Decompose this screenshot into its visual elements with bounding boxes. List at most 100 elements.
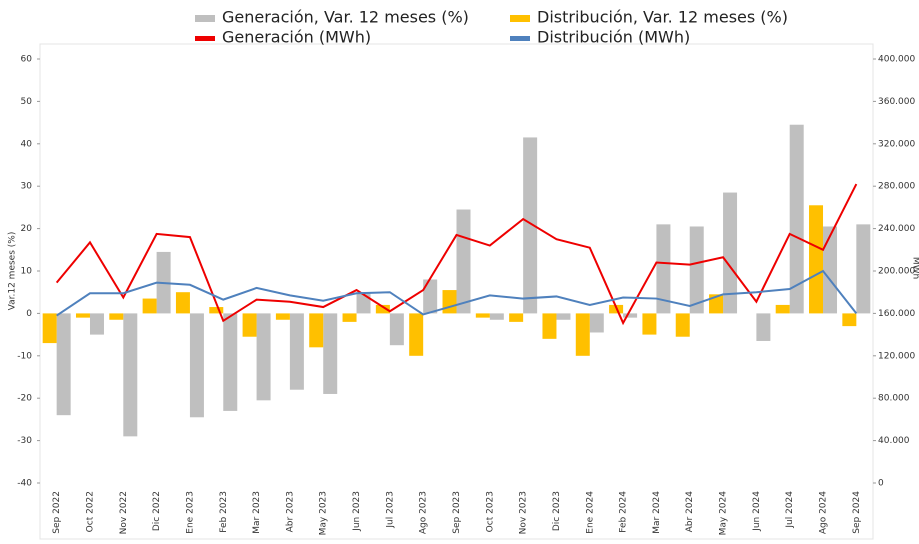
x-tick-label: Abr 2023 [285, 491, 295, 532]
bar [589, 313, 604, 333]
legend-swatch [195, 15, 215, 22]
y2-tick-label: 240.000 [878, 224, 915, 234]
x-tick-label: Sep 2024 [852, 491, 862, 534]
y-tick-label: -30 [17, 436, 32, 446]
legend-label: Distribución (MWh) [537, 28, 690, 47]
bar [456, 209, 471, 314]
bar [842, 313, 857, 327]
bar [509, 313, 524, 322]
x-tick-label: Ene 2024 [585, 491, 595, 534]
y-tick-label: 30 [21, 182, 33, 192]
y-tick-label: -10 [17, 351, 32, 361]
bar [442, 290, 457, 314]
x-tick-label: May 2024 [719, 491, 729, 536]
bar [523, 137, 538, 314]
x-tick-label: Sep 2022 [52, 491, 62, 534]
x-tick-label: Oct 2023 [485, 491, 495, 532]
bar [809, 205, 824, 314]
bar [342, 313, 357, 322]
legend-swatch [195, 36, 215, 41]
bar [423, 279, 438, 314]
y2-axis-label: MWh [911, 257, 919, 279]
y2-tick-label: 360.000 [878, 97, 915, 107]
bar [709, 294, 724, 314]
bar [856, 224, 871, 314]
line [56, 269, 858, 317]
y-tick-label: 0 [26, 309, 32, 319]
y-tick-label: 20 [21, 224, 33, 234]
bar [189, 313, 204, 418]
bar [689, 226, 704, 314]
bar [75, 313, 90, 318]
bar [823, 226, 838, 314]
bar [323, 313, 338, 394]
bar [289, 313, 304, 390]
legend-swatch [510, 15, 530, 22]
bar [89, 313, 104, 335]
bar [623, 313, 638, 318]
y-tick-label: 50 [21, 97, 33, 107]
y2-tick-label: 40.000 [878, 436, 910, 446]
y2-tick-label: 400.000 [878, 55, 915, 65]
x-tick-label: Feb 2024 [619, 491, 629, 533]
bar [542, 313, 557, 339]
y2-tick-label: 0 [878, 479, 884, 489]
bar [209, 307, 224, 314]
bar [409, 313, 424, 356]
bar [789, 124, 804, 314]
y-axis-label: Var.12 meses (%) [8, 232, 18, 311]
bar [142, 298, 157, 314]
bar [56, 313, 71, 416]
y-tick-label: 60 [21, 55, 33, 65]
y2-tick-label: 80.000 [878, 394, 910, 404]
y2-tick-label: 120.000 [878, 351, 915, 361]
x-tick-label: Sep 2023 [452, 491, 462, 534]
y2-tick-label: 160.000 [878, 309, 915, 319]
x-tick-label: Ago 2024 [819, 491, 829, 534]
bar [109, 313, 124, 320]
bar [389, 313, 404, 346]
x-tick-label: Mar 2023 [252, 491, 262, 534]
x-tick-label: Ene 2023 [185, 491, 195, 534]
y2-tick-label: 200.000 [878, 267, 915, 277]
y-tick-label: 40 [21, 139, 33, 149]
y2-tick-label: 320.000 [878, 139, 915, 149]
y-tick-label: -20 [17, 394, 32, 404]
x-tick-label: Nov 2022 [119, 491, 129, 534]
x-tick-label: Mar 2024 [652, 491, 662, 534]
bar [489, 313, 504, 320]
x-tick-label: Jun 2023 [352, 491, 362, 532]
bar [575, 313, 590, 356]
y-tick-label: 10 [21, 267, 33, 277]
bar [256, 313, 271, 401]
bar [309, 313, 324, 348]
legend-label: Distribución, Var. 12 meses (%) [537, 8, 788, 27]
bar [656, 224, 671, 314]
bar [556, 313, 571, 320]
bar [723, 192, 738, 314]
x-tick-label: Ago 2023 [419, 491, 429, 534]
legend-label: Generación (MWh) [222, 28, 371, 47]
x-tick-label: Oct 2022 [85, 491, 95, 532]
bar [223, 313, 238, 411]
x-tick-label: May 2023 [319, 491, 329, 535]
bar [775, 304, 790, 314]
y2-tick-label: 280.000 [878, 182, 915, 192]
bar [756, 313, 771, 341]
bar [275, 313, 290, 320]
line [55, 183, 858, 326]
legend-label: Generación, Var. 12 meses (%) [222, 8, 469, 27]
x-tick-label: Jul 2024 [785, 491, 795, 529]
legend-swatch [510, 36, 530, 41]
x-tick-label: Jun 2024 [752, 491, 762, 532]
y-tick-label: -40 [17, 479, 32, 489]
bar [242, 313, 257, 337]
bar [375, 304, 390, 314]
plot-border [39, 43, 874, 540]
bar [42, 313, 57, 344]
bar [675, 313, 690, 337]
x-tick-label: Abr 2024 [685, 491, 695, 533]
bar [642, 313, 657, 335]
bar [475, 313, 490, 318]
